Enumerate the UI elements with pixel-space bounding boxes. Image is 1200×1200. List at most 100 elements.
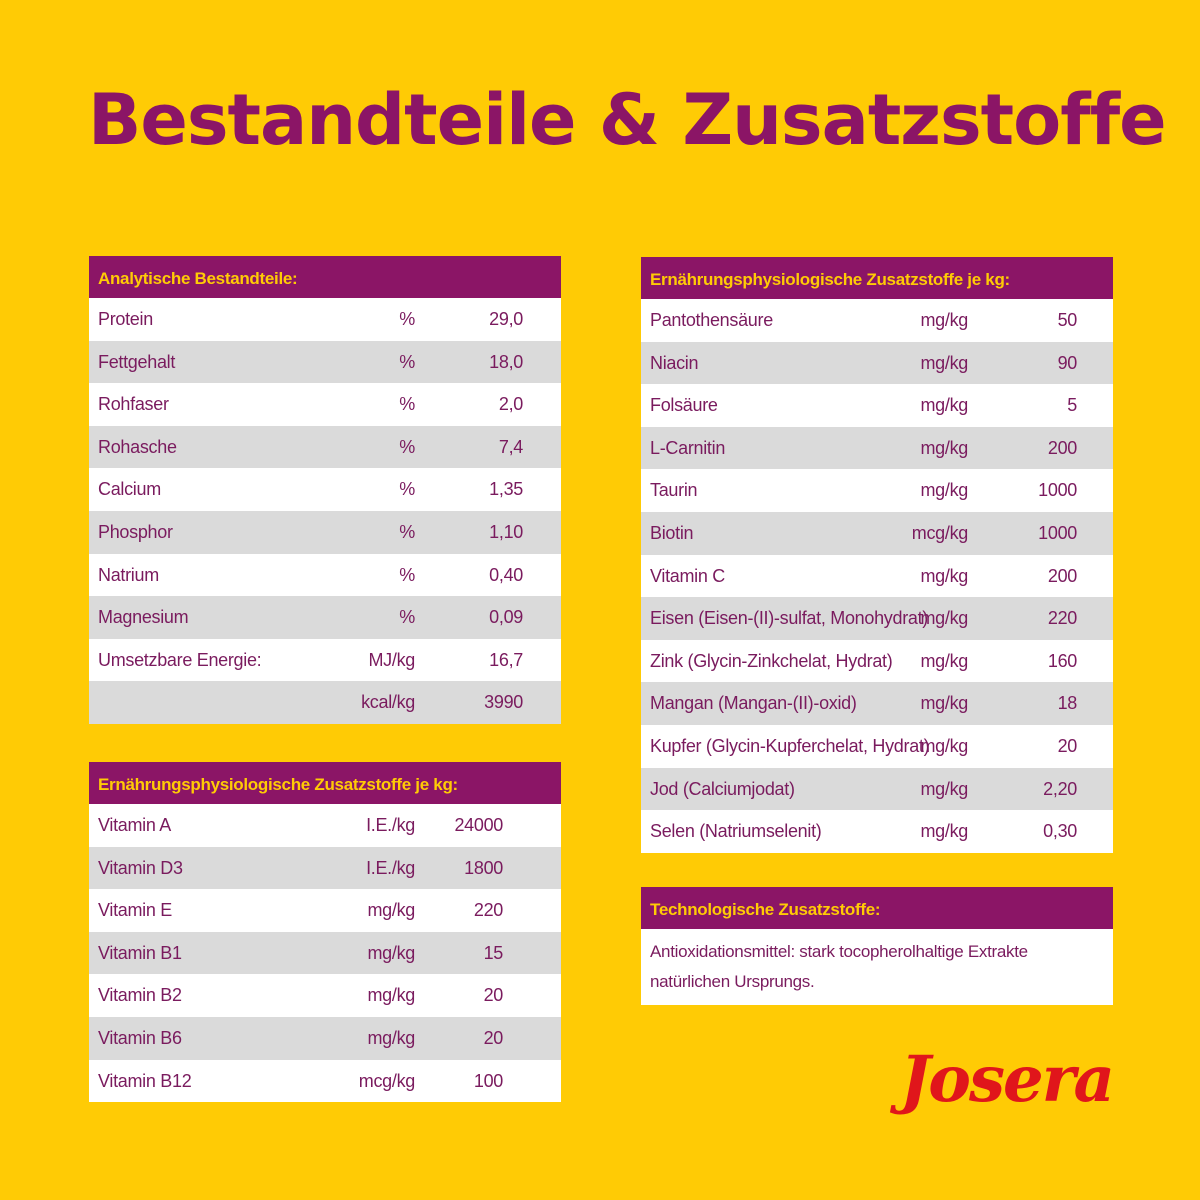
table-row: Niacin mg/kg 90 (641, 341, 1113, 385)
nutrient-value: 0,30 (1043, 821, 1077, 842)
nutrient-value: 200 (1047, 565, 1077, 586)
nutrient-value: 1000 (1038, 480, 1077, 501)
nutrient-name: Taurin (650, 480, 698, 501)
tech-text-line: natürlichen Ursprungs. (650, 972, 815, 991)
nutrient-value: 160 (1047, 650, 1077, 671)
nutrient-unit: I.E./kg (366, 857, 415, 878)
nutrient-unit: % (399, 436, 415, 457)
nutrient-unit: mg/kg (367, 942, 415, 963)
table-header: Technologische Zusatzstoffe: (641, 887, 1113, 929)
table-row: Vitamin D3 I.E./kg 1800 (89, 846, 561, 890)
nutrient-name: Vitamin B1 (98, 942, 182, 963)
nutrient-unit: mg/kg (367, 900, 415, 921)
nutrient-name: Vitamin D3 (98, 857, 183, 878)
nutrient-value: 2,20 (1043, 778, 1077, 799)
table-header: Ernährungsphysiologische Zusatzstoffe je… (641, 257, 1113, 299)
nutrient-name: Vitamin C (650, 565, 725, 586)
table-row: kcal/kg 3990 (89, 681, 561, 724)
nutrient-unit: % (399, 394, 415, 415)
nutrient-value: 3990 (484, 692, 523, 713)
nutrient-name: Magnesium (98, 607, 189, 628)
nutrient-value: 0,09 (489, 607, 523, 628)
nutrient-unit: mg/kg (920, 480, 968, 501)
table-row: Magnesium% 0,09 (89, 596, 561, 639)
nutrient-unit: mg/kg (920, 778, 968, 799)
nutrient-unit: kcal/kg (361, 692, 415, 713)
analytic-table: Analytische Bestandteile: Protein% 29,0 Fe… (89, 256, 561, 724)
table-row: Vitamin A I.E./kg 24000 (89, 804, 561, 847)
table-row: Vitamin B6 mg/kg 20 (89, 1016, 561, 1060)
nutrient-value: 2,0 (498, 394, 523, 415)
nutrient-name: Umsetzbare Energie: (98, 649, 262, 670)
nutrient-unit: mg/kg (920, 821, 968, 842)
nutrient-unit: I.E./kg (366, 815, 415, 835)
nutrient-value: 29,0 (489, 309, 523, 329)
nutrient-unit: mg/kg (367, 1027, 415, 1048)
nutrient-unit: % (399, 309, 415, 329)
table-row: Phosphor% 1,10 (89, 510, 561, 554)
nutrient-name: Natrium (98, 564, 159, 585)
nutrient-name: Rohasche (98, 436, 177, 457)
nutrient-name: Vitamin B6 (98, 1027, 182, 1048)
table-row: Fettgehalt% 18,0 (89, 340, 561, 384)
nutrient-value: 0,40 (489, 564, 523, 585)
nutrient-name: L-Carnitin (650, 437, 726, 458)
nutrient-value: 24000 (454, 815, 503, 835)
nutrient-name: Vitamin B2 (98, 985, 182, 1006)
nutrient-unit: mg/kg (920, 395, 968, 416)
nutrient-name: Biotin (650, 522, 694, 543)
table-row: Calcium% 1,35 (89, 468, 561, 511)
nutrient-name: Rohfaser (98, 394, 169, 415)
table-row: Kupfer (Glycin-Kupferchelat, Hydrat) mg/k… (641, 724, 1113, 768)
nutrient-value: 20 (483, 985, 504, 1006)
table-row: Vitamin B2 mg/kg 20 (89, 974, 561, 1017)
nutrient-unit: mg/kg (920, 693, 968, 714)
table-row: Vitamin B12 mcg/kg 100 (89, 1059, 561, 1103)
nutrient-name: Vitamin B12 (98, 1070, 192, 1091)
tech-text-line: Antioxidationsmittel: stark tocopherolha… (650, 942, 1028, 961)
nutrient-unit: mg/kg (920, 310, 968, 330)
nutrient-value: 1,10 (489, 521, 523, 542)
table-header: Ernährungsphysiologische Zusatzstoffe je… (89, 762, 561, 804)
nutrient-name: Mangan (Mangan-(II)-oxid) (650, 693, 857, 714)
nutrient-unit: mg/kg (920, 735, 968, 756)
nutrient-unit: % (399, 479, 415, 500)
nutrient-value: 220 (1047, 608, 1077, 629)
page-title: Bestandteile & Zusatzstoffe (88, 79, 1167, 161)
nutrient-value: 100 (473, 1070, 503, 1091)
nutrient-name: Niacin (650, 352, 699, 373)
nutrient-value: 5 (1067, 395, 1077, 416)
nutrient-unit: mg/kg (920, 650, 968, 671)
table-row: Vitamin C mg/kg 200 (641, 554, 1113, 598)
nutrient-unit: mg/kg (920, 608, 968, 629)
mineral-table: Ernährungsphysiologische Zusatzstoffe je… (641, 257, 1113, 853)
table-row: Mangan (Mangan-(II)-oxid) mg/kg 18 (641, 682, 1113, 725)
nutrient-value: 50 (1057, 310, 1078, 330)
nutrient-unit: mg/kg (920, 565, 968, 586)
nutrient-unit: mg/kg (367, 985, 415, 1006)
nutrient-name: Phosphor (98, 521, 173, 542)
nutrient-unit: % (399, 564, 415, 585)
nutrient-value: 1000 (1038, 522, 1077, 543)
technological-additives-table: Technologische Zusatzstoffe: Antioxidati… (641, 887, 1113, 1005)
table-row: Rohasche% 7,4 (89, 425, 561, 469)
table-row: Folsäure mg/kg 5 (641, 384, 1113, 427)
table-row: Zink (Glycin-Zinkchelat, Hydrat) mg/kg 160 (641, 639, 1113, 683)
table-row: Selen (Natriumselenit) mg/kg 0,30 (641, 810, 1113, 853)
nutrient-name: Zink (Glycin-Zinkchelat, Hydrat) (650, 650, 893, 671)
nutrient-name: Pantothensäure (650, 310, 773, 330)
nutrient-name: Selen (Natriumselenit) (650, 821, 822, 842)
nutrient-value: 16,7 (489, 649, 523, 670)
nutrient-value: 1800 (464, 857, 503, 878)
nutrient-name: Kupfer (Glycin-Kupferchelat, Hydrat) (650, 735, 930, 756)
nutrient-value: 20 (1057, 735, 1078, 756)
nutrient-unit: mcg/kg (911, 522, 969, 543)
table-row: Vitamin E mg/kg 220 (89, 889, 561, 932)
nutrient-name: Fettgehalt (98, 351, 176, 372)
nutrient-value: 200 (1047, 437, 1077, 458)
nutrient-value: 7,4 (498, 436, 523, 457)
nutrient-value: 20 (483, 1027, 504, 1048)
table-row: Vitamin B1 mg/kg 15 (89, 931, 561, 975)
table-row: Taurin mg/kg 1000 (641, 469, 1113, 512)
nutrient-unit: % (399, 521, 415, 542)
